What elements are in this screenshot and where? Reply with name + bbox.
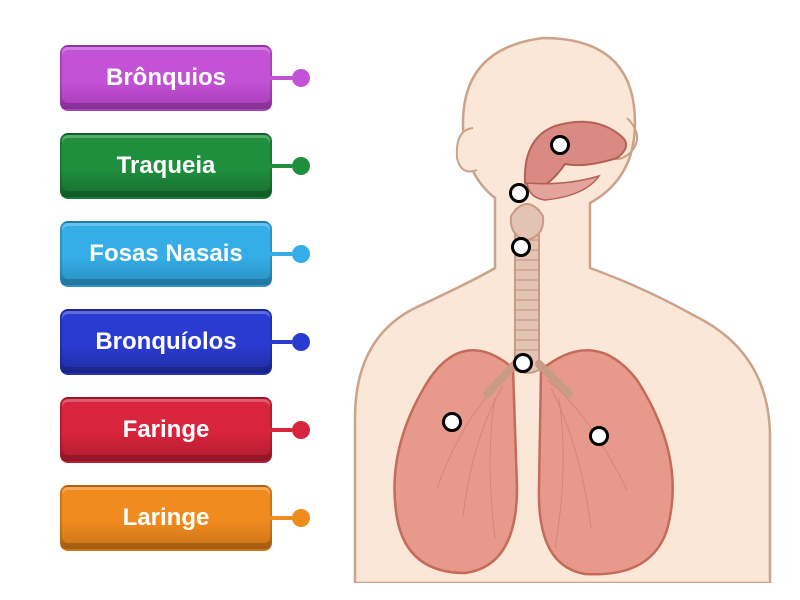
diagram-area	[345, 18, 780, 583]
label-connector	[270, 340, 292, 344]
label-bronquiolos[interactable]: Bronquíolos	[60, 309, 272, 375]
target-t-bronquio-r[interactable]	[589, 426, 609, 446]
label-dot-icon[interactable]	[292, 509, 310, 527]
label-text: Traqueia	[117, 152, 216, 180]
larynx-shape	[511, 204, 543, 240]
target-t-bronquio-l[interactable]	[442, 412, 462, 432]
label-connector	[270, 76, 292, 80]
label-connector	[270, 516, 292, 520]
labels-column: Brônquios Traqueia Fosas Nasais Bronquíolos…	[60, 45, 272, 551]
label-dot-icon[interactable]	[292, 157, 310, 175]
label-text: Laringe	[123, 504, 210, 532]
anatomy-illustration	[345, 18, 780, 583]
label-text: Faringe	[123, 416, 210, 444]
label-text: Fosas Nasais	[89, 240, 242, 268]
label-connector	[270, 428, 292, 432]
label-connector	[270, 164, 292, 168]
target-t-faringe[interactable]	[509, 183, 529, 203]
target-t-nasal[interactable]	[550, 135, 570, 155]
label-dot-icon[interactable]	[292, 421, 310, 439]
label-dot-icon[interactable]	[292, 245, 310, 263]
label-fosas-nasais[interactable]: Fosas Nasais	[60, 221, 272, 287]
label-dot-icon[interactable]	[292, 333, 310, 351]
label-bronquios[interactable]: Brônquios	[60, 45, 272, 111]
label-dot-icon[interactable]	[292, 69, 310, 87]
label-faringe[interactable]: Faringe	[60, 397, 272, 463]
target-t-laringe[interactable]	[511, 237, 531, 257]
label-laringe[interactable]: Laringe	[60, 485, 272, 551]
label-text: Brônquios	[106, 64, 226, 92]
label-connector	[270, 252, 292, 256]
label-text: Bronquíolos	[95, 328, 236, 356]
target-t-traqueia[interactable]	[513, 353, 533, 373]
label-traqueia[interactable]: Traqueia	[60, 133, 272, 199]
